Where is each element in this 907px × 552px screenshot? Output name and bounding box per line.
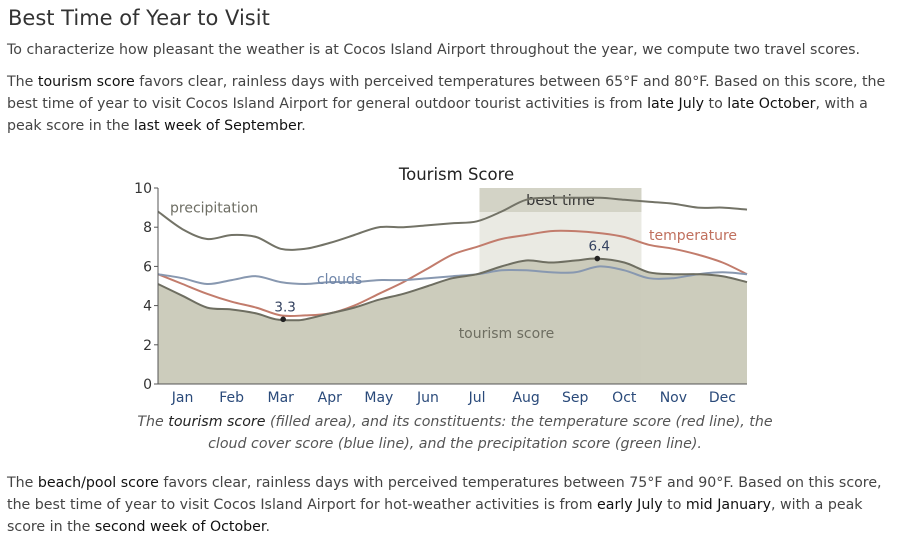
x-tick-label-aug: Aug <box>512 390 539 406</box>
x-tick-label-jul: Jul <box>468 390 486 406</box>
value-marker <box>280 316 286 323</box>
text-span: The <box>7 74 38 90</box>
chart-caption: The tourism score (filled area), and its… <box>120 411 790 455</box>
text-span: The <box>7 475 38 491</box>
y-tick-label-6: 6 <box>143 259 152 275</box>
x-tick-label-dec: Dec <box>709 390 736 406</box>
tourism-paragraph: The tourism score favors clear, rainless… <box>7 71 897 137</box>
best-time-label: best time <box>526 193 595 209</box>
y-tick-label-2: 2 <box>143 338 152 354</box>
beach-score-term: beach/pool score <box>37 475 159 491</box>
tourism-score-area <box>158 258 747 384</box>
chart-title: Tourism Score <box>398 165 514 184</box>
tourism-score-line <box>157 257 748 322</box>
x-tick-label-feb: Feb <box>219 390 244 406</box>
text-span: to <box>704 96 728 112</box>
x-tick-label-may: May <box>364 390 393 406</box>
beach-start-date: early July <box>597 497 663 513</box>
peak-date: last week of September <box>134 118 302 134</box>
temperature-label: temperature <box>649 228 737 244</box>
text-span: , with a peak score in the <box>7 497 863 535</box>
beach-peak-date: second week of October <box>94 519 266 535</box>
beach-end-date: mid January <box>685 497 771 513</box>
y-tick-label-8: 8 <box>143 220 152 236</box>
text-span: (filled area), and its constituents: the… <box>208 414 773 452</box>
best-start-date: late July <box>647 96 705 112</box>
best-end-date: late October <box>727 96 816 112</box>
temperature-line <box>157 229 748 318</box>
text-span: . <box>301 118 306 134</box>
text-span: The <box>137 414 169 430</box>
clouds-line <box>157 265 748 286</box>
text-span: favors clear, rainless days with perceiv… <box>7 475 882 513</box>
text-span: . <box>265 519 270 535</box>
clouds-label: clouds <box>317 272 362 288</box>
y-tick-label-0: 0 <box>143 377 152 393</box>
value-label-3.3: 3.3 <box>274 299 295 315</box>
text-span: favors clear, rainless days with perceiv… <box>7 74 886 112</box>
precipitation-label: precipitation <box>170 201 258 217</box>
y-tick-label-10: 10 <box>134 181 152 197</box>
page-title: Best Time of Year to Visit <box>8 6 270 30</box>
caption-tourism-term: tourism score <box>168 414 266 430</box>
value-label-6.4: 6.4 <box>589 239 610 255</box>
tourism-score-term: tourism score <box>37 74 135 90</box>
precipitation-line <box>157 196 748 251</box>
text-span: , with a peak score in the <box>7 96 868 134</box>
x-tick-label-mar: Mar <box>267 390 294 406</box>
beach-paragraph: The beach/pool score favors clear, rainl… <box>7 472 897 538</box>
x-tick-label-oct: Oct <box>612 390 637 406</box>
x-tick-label-sep: Sep <box>562 390 589 406</box>
x-tick-label-apr: Apr <box>318 390 342 406</box>
tourism-score-area-label: tourism score <box>459 326 555 342</box>
text-span: to <box>662 497 686 513</box>
tourism-score-chart: best time Tourism Score precipitation tempe… <box>134 165 748 406</box>
x-tick-label-nov: Nov <box>660 390 687 406</box>
x-tick-label-jan: Jan <box>171 390 194 406</box>
x-tick-label-jun: Jun <box>416 390 439 406</box>
intro-paragraph: To characterize how pleasant the weather… <box>7 42 861 58</box>
value-marker <box>594 255 601 262</box>
y-tick-label-4: 4 <box>143 299 152 315</box>
